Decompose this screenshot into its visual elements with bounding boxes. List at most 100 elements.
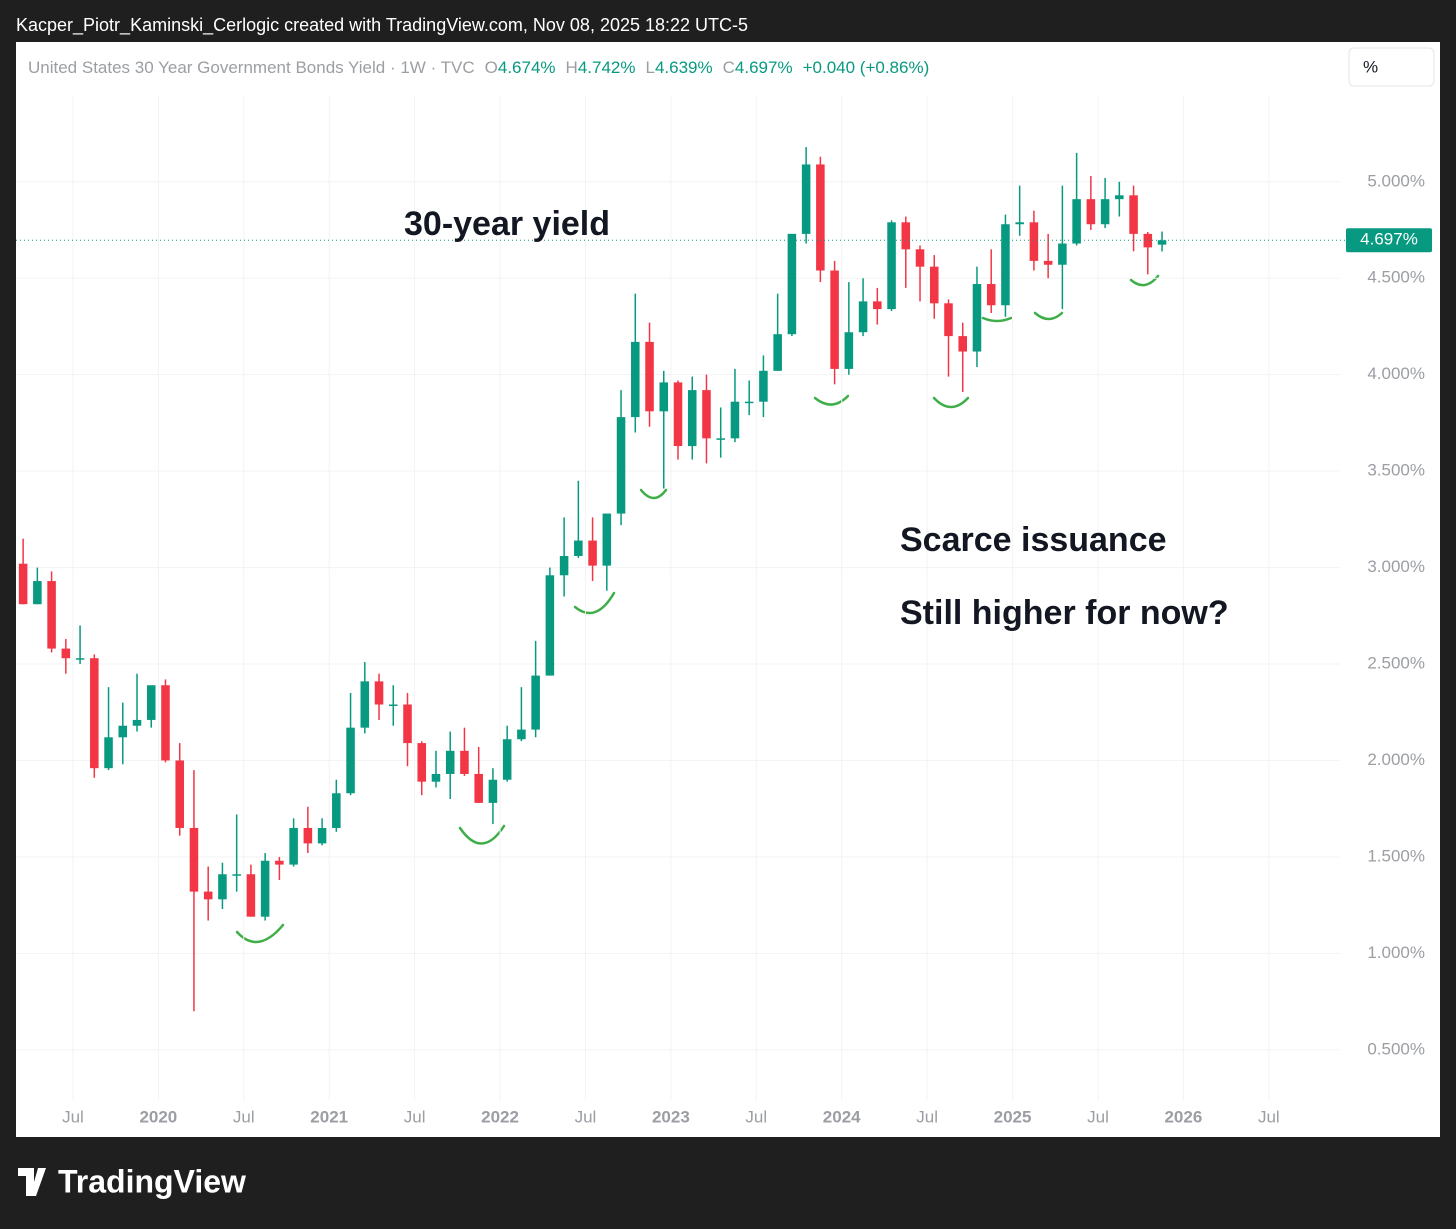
x-tick-label: Jul xyxy=(1258,1107,1280,1126)
candle-body xyxy=(18,563,28,605)
x-tick-label: Jul xyxy=(1087,1107,1109,1126)
candle-body xyxy=(1143,233,1153,248)
candle-body xyxy=(104,737,113,769)
arc xyxy=(813,394,850,406)
candle-body xyxy=(47,581,56,649)
candle-body xyxy=(1086,199,1096,225)
candle-body xyxy=(801,164,811,234)
candle-body xyxy=(403,704,412,744)
candle-body xyxy=(687,390,697,447)
candle-body xyxy=(972,284,982,352)
candle-body xyxy=(588,540,597,566)
quote-value: 4.742% xyxy=(578,58,636,77)
x-tick-label: 2023 xyxy=(652,1107,690,1126)
x-tick-label: 2020 xyxy=(139,1107,177,1126)
candle-body xyxy=(1115,195,1124,200)
quote-value: 4.639% xyxy=(655,58,713,77)
scale-button-label[interactable]: % xyxy=(1363,57,1378,76)
candle-body xyxy=(332,793,341,828)
y-tick-label: 0.500% xyxy=(1367,1039,1425,1058)
candle-body xyxy=(303,827,313,844)
candle-body xyxy=(759,370,768,402)
arc xyxy=(1033,311,1064,321)
x-tick-label: 2025 xyxy=(994,1107,1032,1126)
candle-body xyxy=(360,681,370,728)
candle-body xyxy=(773,334,782,371)
candle-body xyxy=(887,222,896,310)
arc xyxy=(981,316,1013,323)
candle-body xyxy=(858,301,868,333)
candle-body xyxy=(559,555,569,576)
y-tick-label: 1.000% xyxy=(1367,943,1425,962)
candle-body xyxy=(616,417,626,514)
x-tick-label: 2024 xyxy=(823,1107,861,1126)
y-tick-label: 4.500% xyxy=(1367,268,1425,287)
candle-body xyxy=(602,513,612,566)
candle-body xyxy=(1072,199,1081,244)
candle-body xyxy=(218,874,227,900)
annotation: Still higher for now? xyxy=(900,594,1229,632)
y-tick-label: 2.000% xyxy=(1367,750,1425,769)
candle-body xyxy=(460,750,469,774)
candle-body xyxy=(673,382,683,447)
candle-body xyxy=(702,390,711,439)
quote-value: 4.674% xyxy=(498,58,556,77)
candle-body xyxy=(944,303,953,337)
candle-body xyxy=(517,729,526,740)
candle-body xyxy=(161,685,170,761)
candle-body xyxy=(474,773,483,803)
last-price-label: 4.697% xyxy=(1360,230,1418,249)
quote-key: C xyxy=(723,58,735,77)
candle-body xyxy=(1015,222,1024,225)
candle-body xyxy=(203,891,213,900)
chart-panel xyxy=(16,42,1440,1137)
candle-body xyxy=(986,284,996,306)
candle-body xyxy=(445,750,455,774)
candle-body xyxy=(132,719,142,726)
candle-body xyxy=(1100,199,1110,225)
annotation: Scarce issuance xyxy=(900,521,1167,559)
x-tick-label: Jul xyxy=(404,1107,426,1126)
candle-body xyxy=(830,270,839,369)
candle-body xyxy=(816,164,825,271)
candle-body xyxy=(260,860,270,917)
candle-body xyxy=(146,685,156,720)
y-tick-label: 3.000% xyxy=(1367,557,1425,576)
logo: TradingView xyxy=(18,1163,246,1199)
arc xyxy=(235,923,285,944)
candle-body xyxy=(502,739,512,780)
candle-body xyxy=(33,581,42,605)
candle-body xyxy=(574,540,583,556)
candle-body xyxy=(873,301,882,310)
arc xyxy=(932,396,970,409)
candle-body xyxy=(545,575,555,676)
candle-body xyxy=(289,827,298,865)
scale-button[interactable] xyxy=(1348,47,1435,87)
logo-text: TradingView xyxy=(58,1163,246,1199)
symbol: United States 30 Year Government Bonds Y… xyxy=(28,58,475,77)
y-tick-label: 4.000% xyxy=(1367,364,1425,383)
candle-body xyxy=(388,704,398,707)
y-tick-label: 1.500% xyxy=(1367,846,1425,865)
candle-body xyxy=(1043,260,1053,265)
candle-body xyxy=(431,773,441,782)
arc xyxy=(639,488,668,500)
candle-body xyxy=(844,332,854,369)
change: +0.040 (+0.86%) xyxy=(803,58,930,77)
candle-body xyxy=(488,779,498,803)
candle-body xyxy=(659,382,669,412)
candle-body xyxy=(1029,222,1039,261)
candle-body xyxy=(417,743,427,782)
quote-key: L xyxy=(646,58,655,77)
candle-body xyxy=(346,727,355,794)
x-tick-label: Jul xyxy=(575,1107,597,1126)
plot xyxy=(18,147,1167,1012)
x-tick-label: 2021 xyxy=(310,1107,348,1126)
candle-body xyxy=(75,658,85,660)
x-tick-label: Jul xyxy=(745,1107,767,1126)
quote-key: H xyxy=(566,58,578,77)
last-price-tag xyxy=(1346,228,1432,253)
annotation: 30-year yield xyxy=(404,205,610,243)
candle-body xyxy=(645,341,654,412)
